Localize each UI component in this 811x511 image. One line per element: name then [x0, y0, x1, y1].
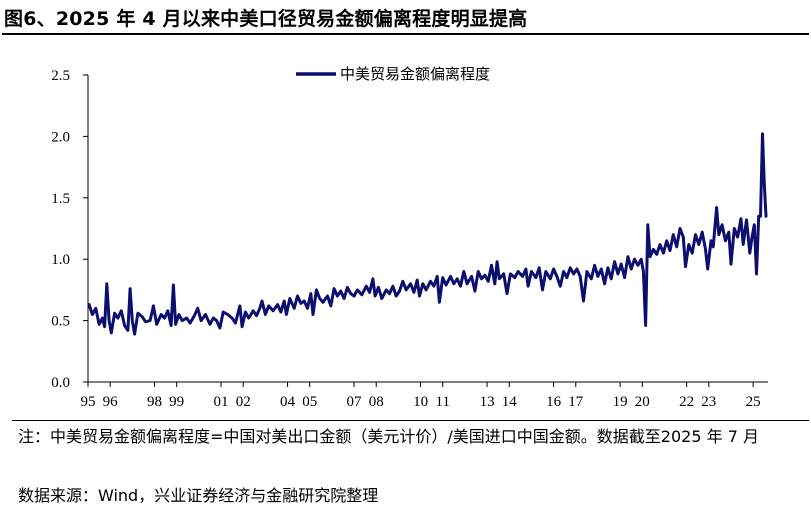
- x-tick-label: 13: [480, 394, 495, 410]
- x-tick-label: 17: [568, 394, 584, 410]
- x-tick-label: 01: [214, 394, 229, 410]
- x-tick-label: 25: [746, 394, 761, 410]
- x-tick-label: 22: [679, 394, 694, 410]
- x-tick-label: 11: [436, 394, 450, 410]
- chart-axes: [87, 75, 768, 383]
- x-tick-label: 23: [701, 394, 716, 410]
- y-tick-label: 2.5: [51, 68, 70, 84]
- chart-legend: 中美贸易金额偏离程度: [296, 65, 490, 83]
- y-axis-ticks: 0.0 0.5 1.0 1.5 2.0 2.5: [51, 68, 88, 391]
- figure-title: 图6、2025 年 4 月以来中美口径贸易金额偏离程度明显提高: [4, 8, 528, 30]
- x-tick-label: 16: [546, 394, 562, 410]
- x-tick-label: 20: [635, 394, 650, 410]
- line-chart: 0.0 0.5 1.0 1.5 2.0 2.5 95 96 98 99 01 02 04 05 07 08 1…: [51, 65, 768, 410]
- note-divider: [12, 420, 809, 421]
- data-source: 数据来源：Wind，兴业证券经济与金融研究院整理: [18, 486, 379, 505]
- x-tick-label: 07: [347, 394, 363, 410]
- series-line: [87, 132, 768, 336]
- x-tick-label: 98: [147, 394, 162, 410]
- x-tick-label: 96: [103, 394, 119, 410]
- x-tick-label: 05: [302, 394, 317, 410]
- title-divider: [2, 33, 809, 35]
- x-axis-ticks: 95 96 98 99 01 02 04 05 07 08 10 11 13 14 16 17 19 20 22 23…: [81, 382, 761, 410]
- x-tick-label: 19: [613, 394, 628, 410]
- x-tick-label: 04: [280, 394, 296, 410]
- x-tick-label: 99: [169, 394, 184, 410]
- y-tick-label: 0.5: [51, 314, 70, 330]
- y-tick-label: 1.0: [51, 252, 70, 268]
- x-tick-label: 14: [502, 394, 518, 410]
- x-tick-label: 95: [81, 394, 96, 410]
- x-tick-label: 02: [236, 394, 251, 410]
- chart-note: 注：中美贸易金额偏离程度=中国对美出口金额（美元计价）/美国进口中国金额。数据截…: [18, 427, 759, 446]
- legend-label: 中美贸易金额偏离程度: [340, 65, 490, 83]
- x-tick-label: 10: [413, 394, 428, 410]
- y-tick-label: 2.0: [51, 129, 70, 145]
- chart-series: [87, 132, 768, 336]
- x-tick-label: 08: [369, 394, 384, 410]
- y-tick-label: 0.0: [51, 375, 70, 391]
- y-tick-label: 1.5: [51, 191, 70, 207]
